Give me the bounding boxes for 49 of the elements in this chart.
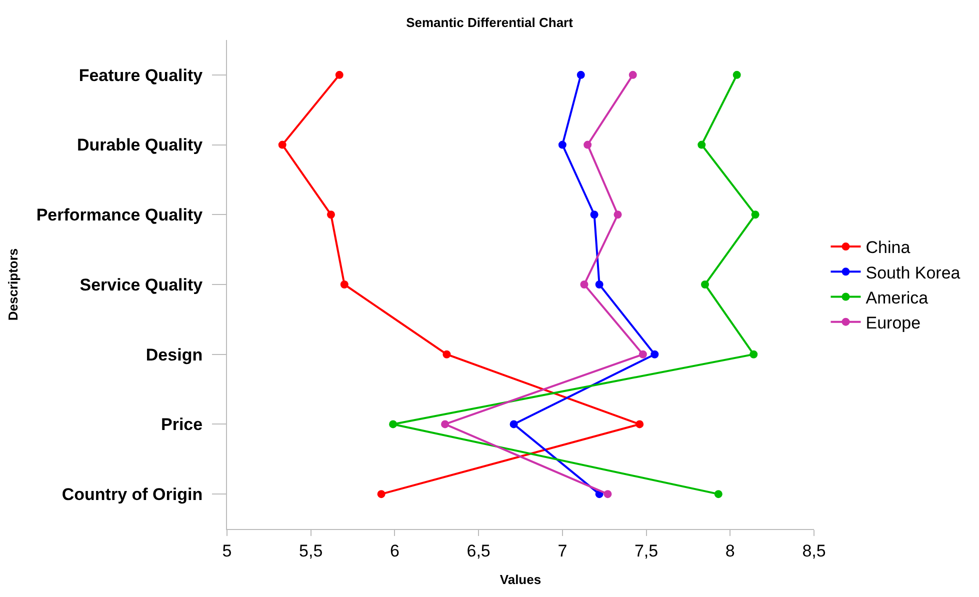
point — [650, 350, 659, 358]
point — [389, 420, 398, 428]
y-tick-label: Design — [146, 345, 203, 364]
point — [700, 280, 709, 288]
y-tick-label: Country of Origin — [62, 485, 203, 504]
point — [584, 140, 592, 149]
point — [732, 70, 741, 79]
point — [340, 280, 348, 288]
point — [510, 420, 518, 428]
y-tick-label: Performance Quality — [36, 206, 204, 225]
point — [604, 490, 612, 498]
point — [558, 140, 566, 149]
legend-label: China — [866, 238, 911, 258]
x-tick-label: 8,5 — [802, 541, 826, 560]
point — [698, 140, 706, 149]
point — [441, 420, 450, 428]
point — [614, 210, 622, 219]
x-tick-label: 5 — [222, 541, 232, 560]
y-tick-label: Feature Quality — [78, 66, 204, 85]
point — [714, 490, 722, 498]
point — [590, 210, 598, 219]
point — [628, 70, 637, 79]
x-tick-label: 6,5 — [466, 541, 490, 560]
legend-label: South Korea — [866, 263, 961, 282]
y-tick-label: Durable Quality — [76, 136, 204, 155]
x-axis-title: Values — [500, 572, 542, 587]
chart-title: Semantic Differential Chart — [406, 15, 574, 30]
point — [335, 70, 344, 79]
y-tick-label: Service Quality — [80, 275, 204, 294]
x-tick-label: 6 — [390, 541, 400, 560]
y-tick-label: Price — [161, 415, 203, 434]
legend-label: Europe — [866, 313, 921, 332]
point — [638, 350, 647, 358]
legend-label: America — [866, 288, 929, 308]
point — [595, 280, 604, 288]
point — [750, 350, 758, 358]
point — [377, 490, 386, 498]
y-axis-title: Descriptors — [5, 248, 20, 321]
point — [326, 210, 335, 219]
point — [442, 350, 451, 358]
x-tick-label: 7,5 — [634, 541, 658, 560]
point — [576, 70, 585, 79]
point — [580, 280, 588, 288]
point — [751, 210, 760, 219]
x-tick-label: 8 — [725, 541, 735, 560]
point — [278, 140, 286, 149]
x-tick-label: 7 — [558, 541, 568, 560]
x-tick-label: 5,5 — [299, 541, 323, 560]
point — [636, 420, 644, 428]
